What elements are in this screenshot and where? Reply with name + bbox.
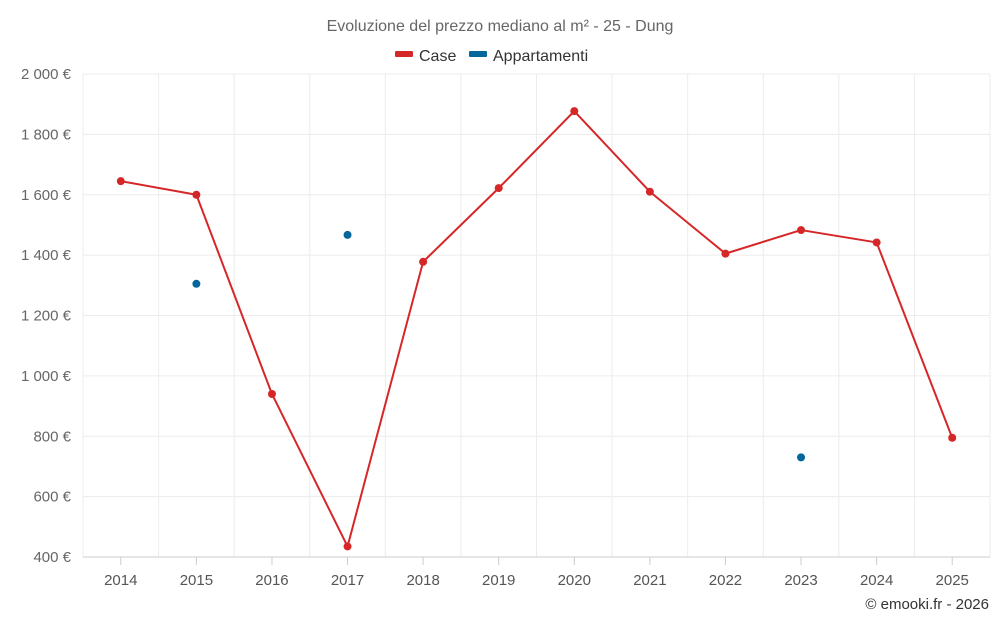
data-point-case[interactable] — [495, 184, 503, 192]
legend-label-case: Case — [419, 48, 456, 65]
y-tick-label: 1 600 € — [21, 187, 72, 204]
y-tick-label: 1 200 € — [21, 308, 72, 325]
data-point-appartamenti[interactable] — [192, 280, 200, 288]
y-tick-label: 400 € — [33, 549, 71, 566]
y-tick-label: 600 € — [33, 489, 71, 506]
data-point-appartamenti[interactable] — [797, 453, 805, 461]
x-tick-label: 2015 — [180, 572, 213, 589]
y-tick-label: 1 000 € — [21, 368, 72, 385]
data-point-case[interactable] — [646, 188, 654, 196]
grid — [83, 74, 990, 557]
data-point-case[interactable] — [721, 250, 729, 258]
x-tick-label: 2017 — [331, 572, 364, 589]
chart-title: Evoluzione del prezzo mediano al m² - 25… — [327, 18, 674, 35]
data-point-appartamenti[interactable] — [344, 231, 352, 239]
legend-swatch-appartamenti — [469, 51, 487, 57]
legend-label-appartamenti: Appartamenti — [493, 48, 588, 65]
y-tick-label: 1 800 € — [21, 126, 72, 143]
data-point-case[interactable] — [570, 107, 578, 115]
y-tick-label: 1 400 € — [21, 247, 72, 264]
x-tick-label: 2024 — [860, 572, 893, 589]
x-tick-label: 2025 — [936, 572, 969, 589]
x-axis-ticks: 2014 2015 2016 2017 2018 2019 2020 2021 2022 2023… — [104, 557, 969, 589]
x-tick-label: 2023 — [784, 572, 817, 589]
data-point-case[interactable] — [117, 177, 125, 185]
data-point-case[interactable] — [797, 226, 805, 234]
data-point-case[interactable] — [419, 258, 427, 266]
x-tick-label: 2019 — [482, 572, 515, 589]
price-chart: Evoluzione del prezzo mediano al m² - 25… — [0, 0, 1000, 625]
x-tick-label: 2016 — [255, 572, 288, 589]
x-tick-label: 2014 — [104, 572, 137, 589]
data-point-case[interactable] — [948, 434, 956, 442]
legend-swatch-case — [395, 51, 413, 57]
data-point-case[interactable] — [268, 390, 276, 398]
series-appartamenti — [192, 231, 805, 461]
y-tick-label: 2 000 € — [21, 66, 72, 83]
legend: Case Appartamenti — [395, 48, 588, 65]
data-point-case[interactable] — [344, 542, 352, 550]
credit-text: © emooki.fr - 2026 — [865, 596, 989, 613]
data-point-case[interactable] — [873, 238, 881, 246]
x-tick-label: 2021 — [633, 572, 666, 589]
x-tick-label: 2020 — [558, 572, 591, 589]
legend-item-appartamenti[interactable]: Appartamenti — [469, 48, 588, 65]
data-point-case[interactable] — [192, 191, 200, 199]
y-axis-ticks: 400 € 600 € 800 € 1 000 € 1 200 € 1 400 € 1 60… — [21, 66, 72, 566]
x-tick-label: 2022 — [709, 572, 742, 589]
x-tick-label: 2018 — [406, 572, 439, 589]
legend-item-case[interactable]: Case — [395, 48, 456, 65]
y-tick-label: 800 € — [33, 428, 71, 445]
